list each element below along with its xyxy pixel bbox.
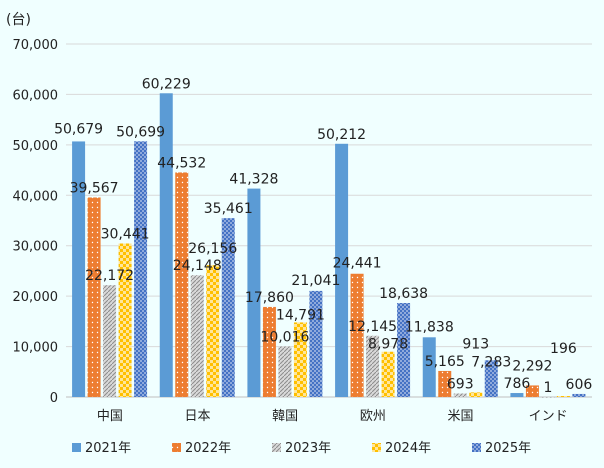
legend-swatch: [472, 443, 481, 452]
bar-2022年-日本: [175, 172, 189, 397]
bar-2025年-インド: [572, 393, 586, 397]
y-tick-label: 0: [50, 391, 58, 406]
bar-2024年-米国: [469, 392, 483, 397]
y-tick-label: 50,000: [13, 139, 59, 154]
legend-label: 2021年: [85, 441, 131, 456]
bar-2021年-インド: [510, 393, 524, 397]
data-label: 60,229: [142, 76, 191, 92]
y-tick-label: 40,000: [13, 189, 59, 204]
data-label: 786: [504, 376, 531, 392]
bar-2021年-欧州: [335, 143, 349, 397]
legend-swatch: [172, 443, 181, 452]
y-tick-label: 30,000: [13, 240, 59, 255]
data-label: 14,791: [276, 307, 325, 323]
legend-swatch: [72, 443, 81, 452]
x-tick-label: インド: [529, 409, 568, 424]
data-label: 913: [462, 336, 489, 352]
legend-label: 2023年: [285, 441, 331, 456]
y-tick-label: 20,000: [13, 290, 59, 305]
data-label: 12,145: [348, 319, 397, 335]
data-label: 26,156: [188, 241, 237, 257]
bar-2022年-韓国: [262, 306, 276, 397]
x-tick-label: 米国: [447, 409, 473, 424]
data-label: 8,978: [368, 337, 408, 353]
bar-2025年-米国: [484, 360, 498, 397]
bar-2023年-韓国: [278, 346, 292, 397]
data-label: 21,041: [291, 273, 340, 289]
data-label: 11,838: [405, 319, 454, 335]
data-label: 1: [543, 380, 552, 396]
data-label: 50,699: [116, 124, 165, 140]
x-tick-label: 中国: [97, 409, 123, 424]
legend-label: 2025年: [485, 441, 531, 456]
legend-swatch: [272, 443, 281, 452]
data-label: 7,283: [471, 354, 511, 370]
legend-label: 2024年: [385, 441, 431, 456]
x-tick-label: 日本: [184, 409, 210, 424]
data-label: 41,328: [229, 172, 278, 188]
data-label: 18,638: [379, 286, 428, 302]
data-label: 17,860: [245, 290, 294, 306]
data-label: 35,461: [204, 201, 253, 217]
bar-2022年-インド: [525, 385, 539, 397]
bar-2023年-インド: [541, 396, 555, 398]
bar-2023年-中国: [103, 285, 117, 397]
bar-2023年-米国: [453, 393, 467, 397]
unit-label: (台): [6, 12, 31, 28]
bar-2022年-中国: [87, 197, 101, 397]
bar-2024年-韓国: [293, 322, 307, 397]
bar-2022年-欧州: [350, 273, 364, 397]
data-label: 39,567: [70, 180, 119, 196]
data-label: 24,441: [333, 256, 382, 272]
data-label: 24,148: [173, 258, 222, 274]
bar-2025年-韓国: [309, 290, 323, 397]
data-label: 2,292: [512, 358, 552, 374]
legend-swatch: [372, 443, 381, 452]
data-label: 10,016: [260, 329, 309, 345]
y-tick-label: 60,000: [13, 88, 59, 103]
data-label: 50,679: [54, 121, 103, 137]
bar-2024年-中国: [118, 243, 132, 397]
bar-2025年-日本: [221, 218, 235, 397]
data-label: 22,172: [85, 268, 134, 284]
y-tick-label: 10,000: [13, 341, 59, 356]
legend-label: 2022年: [185, 441, 231, 456]
data-label: 50,212: [317, 127, 366, 143]
bar-2024年-日本: [206, 265, 220, 397]
bar-2025年-欧州: [397, 303, 411, 397]
bar-2021年-米国: [422, 337, 436, 397]
bar-2024年-欧州: [381, 351, 395, 397]
data-label: 44,532: [157, 155, 206, 171]
data-label: 606: [566, 377, 593, 393]
data-label: 196: [550, 341, 577, 357]
data-label: 30,441: [101, 226, 150, 242]
data-label: 5,165: [425, 354, 465, 370]
bar-2023年-欧州: [366, 335, 380, 397]
bar-2022年-米国: [438, 370, 452, 397]
y-tick-label: 70,000: [13, 38, 59, 53]
bar-2024年-インド: [556, 396, 570, 397]
bar-2021年-韓国: [247, 188, 261, 397]
bar-2021年-日本: [159, 93, 173, 398]
bar-2021年-中国: [72, 141, 86, 397]
bar-2025年-中国: [134, 141, 148, 397]
data-label: 693: [447, 377, 474, 393]
x-tick-label: 韓国: [272, 409, 298, 424]
x-tick-label: 欧州: [360, 409, 386, 424]
bar-2023年-日本: [190, 275, 204, 397]
